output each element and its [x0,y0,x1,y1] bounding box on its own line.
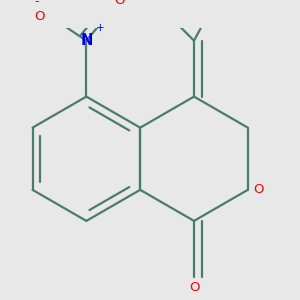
Text: O: O [254,183,264,196]
Text: O: O [189,281,199,294]
Text: O: O [115,0,125,7]
Text: O: O [34,10,45,23]
Text: +: + [95,23,104,33]
Text: N: N [80,33,92,48]
Text: -: - [35,0,39,8]
